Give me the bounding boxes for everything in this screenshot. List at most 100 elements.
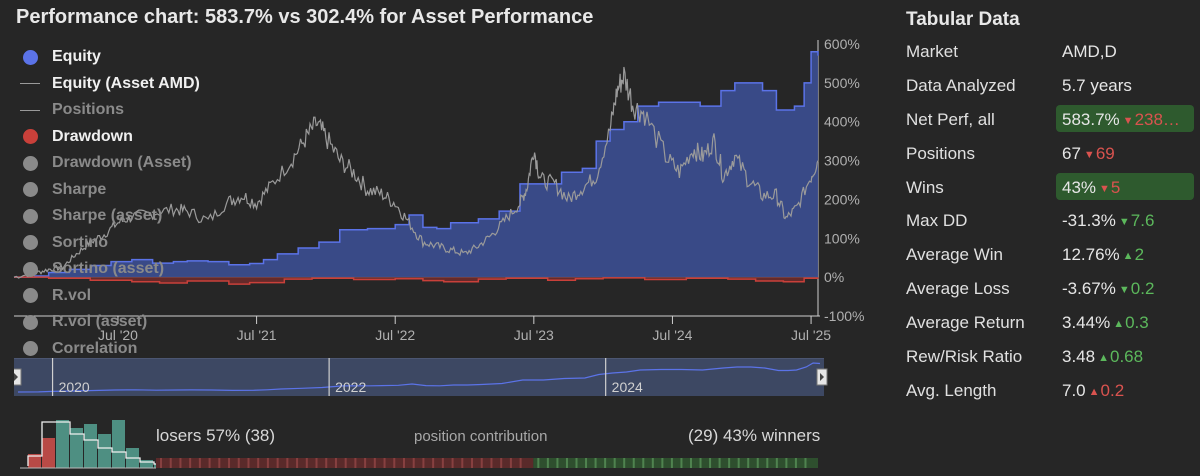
row-value: 583.7% ▼238… xyxy=(1062,109,1180,129)
legend-dot-icon xyxy=(23,129,38,145)
x-tick-label: Jul '24 xyxy=(652,327,692,343)
row-value: 12.76% ▲2 xyxy=(1062,245,1145,265)
histogram-bar xyxy=(56,420,69,468)
histogram-bar xyxy=(70,428,83,468)
loser-strip xyxy=(156,458,534,468)
navigator-line xyxy=(17,362,821,393)
legend-item-sharpe[interactable]: Sharpe xyxy=(20,177,200,204)
position-distribution xyxy=(20,420,818,469)
legend-label: Sharpe (asset) xyxy=(52,207,163,225)
tabular-data-title: Tabular Data xyxy=(906,9,1020,30)
position-contribution-label: position contribution xyxy=(414,428,548,445)
row-label: Avg. Length xyxy=(906,380,997,400)
legend-line-icon xyxy=(20,83,40,85)
legend-item-equity[interactable]: Equity xyxy=(20,44,200,71)
legend-item-equity-asset-amd[interactable]: Equity (Asset AMD) xyxy=(20,71,200,98)
legend-label: Equity (Asset AMD) xyxy=(52,74,200,92)
performance-chart[interactable]: 600% 500% 400% 300% 200% 100% 0% -100% Jul '20 Ju… xyxy=(0,36,890,358)
legend-item-sharpe-asset[interactable]: Sharpe (asset) xyxy=(20,203,200,230)
up-arrow-icon: ▲ xyxy=(1122,250,1134,263)
table-row: Data Analyzed 5.7 years xyxy=(906,70,1196,104)
legend-item-correlation[interactable]: Correlation xyxy=(20,336,200,363)
down-arrow-icon: ▼ xyxy=(1118,284,1130,297)
table-row: Rew/Risk Ratio 3.48 ▲0.68 xyxy=(906,341,1196,375)
legend-item-sortino-asset[interactable]: Sortino (asset) xyxy=(20,256,200,283)
row-value: 7.0 ▲0.2 xyxy=(1062,380,1125,400)
y-tick-label: 300% xyxy=(824,153,860,169)
row-label: Market xyxy=(906,42,958,61)
row-value: AMD,D xyxy=(1062,42,1117,61)
legend-label: Positions xyxy=(52,101,125,119)
row-value: 43% ▼5 xyxy=(1062,177,1121,197)
row-delta: 7.6 xyxy=(1130,211,1155,231)
legend-item-drawdown[interactable]: Drawdown xyxy=(20,124,200,151)
y-tick-label: 500% xyxy=(824,75,860,91)
row-label: Rew/Risk Ratio xyxy=(906,347,1023,367)
x-tick-label: Jul '21 xyxy=(237,327,277,343)
up-arrow-icon: ▲ xyxy=(1098,352,1109,365)
row-delta: 0.3 xyxy=(1125,313,1149,333)
legend-dot-icon xyxy=(23,182,38,198)
row-label: Net Perf, all xyxy=(906,109,995,129)
histogram-bar xyxy=(112,420,125,468)
navigator-year-label: 2022 xyxy=(335,379,366,395)
legend-dot-icon xyxy=(23,261,38,277)
row-label: Positions xyxy=(906,143,975,163)
equity-area xyxy=(14,51,818,278)
losers-label: losers 57% (38) xyxy=(156,426,276,445)
legend-label: Sortino (asset) xyxy=(52,260,165,278)
range-navigator[interactable]: 2020 2022 2024 xyxy=(14,358,830,402)
highlight-box xyxy=(1056,172,1194,200)
table-row: Average Win 12.76% ▲2 xyxy=(906,239,1196,273)
row-value: 67 ▼69 xyxy=(1062,143,1115,163)
legend-item-positions[interactable]: Positions xyxy=(20,97,200,124)
row-delta: 2 xyxy=(1134,245,1145,265)
row-label: Data Analyzed xyxy=(906,75,1016,95)
legend-dot-icon xyxy=(23,341,38,357)
legend-label: Drawdown xyxy=(52,127,133,145)
row-delta: 0.2 xyxy=(1100,380,1125,400)
legend-dot-icon xyxy=(23,288,38,304)
row-label: Wins xyxy=(906,177,944,197)
winners-label: (29) 43% winners xyxy=(688,426,821,445)
legend-dot-icon xyxy=(23,314,38,330)
table-row: Average Loss -3.67% ▼0.2 xyxy=(906,273,1196,307)
row-delta: 0.2 xyxy=(1130,279,1155,299)
table-row: Positions 67 ▼69 xyxy=(906,138,1196,172)
tabular-data-panel: Tabular Data Market AMD,D Data Analyzed 5.7… xyxy=(906,6,1196,409)
legend-label: Drawdown (Asset) xyxy=(52,154,192,172)
down-arrow-icon: ▼ xyxy=(1099,182,1110,195)
row-label: Average Return xyxy=(906,313,1025,333)
navigator-left-handle[interactable] xyxy=(14,368,22,386)
row-label: Max DD xyxy=(906,211,968,231)
legend-dot-icon xyxy=(23,208,38,224)
drawdown-area xyxy=(14,277,818,285)
row-value: -31.3% ▼7.6 xyxy=(1062,211,1155,231)
up-arrow-icon: ▲ xyxy=(1088,385,1100,398)
row-delta: 0.68 xyxy=(1109,347,1144,367)
chart-legend: Equity Equity (Asset AMD) Positions Drawdow… xyxy=(20,44,200,362)
histogram-bar xyxy=(28,454,41,468)
highlight-box xyxy=(1056,104,1194,132)
legend-item-drawdown-asset[interactable]: Drawdown (Asset) xyxy=(20,150,200,177)
legend-item-r-vol-asset[interactable]: R.vol (asset) xyxy=(20,309,200,336)
table-row: Avg. Length 7.0 ▲0.2 xyxy=(906,375,1196,409)
row-delta: 5 xyxy=(1110,177,1121,197)
legend-label: Equity xyxy=(52,48,101,66)
row-value: 3.44% ▲0.3 xyxy=(1062,313,1149,333)
legend-item-r-vol[interactable]: R.vol xyxy=(20,283,200,310)
equity-line xyxy=(14,51,819,278)
legend-dot-icon xyxy=(23,155,38,171)
row-label: Average Win xyxy=(906,245,1004,265)
y-tick-label: 600% xyxy=(824,36,860,52)
histogram-bar xyxy=(84,424,97,468)
navigator-right-handle[interactable] xyxy=(816,368,828,386)
row-delta: 238… xyxy=(1134,109,1180,129)
table-row: Market AMD,D xyxy=(906,36,1196,70)
legend-label: R.vol xyxy=(52,286,92,304)
drawdown-line xyxy=(14,276,819,285)
row-label: Average Loss xyxy=(906,279,1010,299)
table-row: Average Return 3.44% ▲0.3 xyxy=(906,307,1196,341)
legend-item-sortino[interactable]: Sortino xyxy=(20,230,200,257)
table-row: Net Perf, all 583.7% ▼238… xyxy=(906,104,1196,138)
